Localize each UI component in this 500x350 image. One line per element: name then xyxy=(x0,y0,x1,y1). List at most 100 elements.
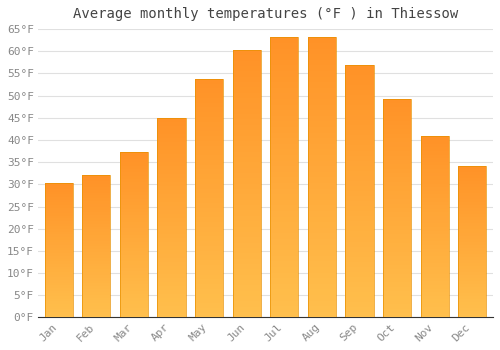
Bar xyxy=(270,278,298,284)
Bar xyxy=(458,302,486,305)
Bar xyxy=(420,151,449,155)
Bar xyxy=(383,160,412,164)
Bar xyxy=(420,220,449,223)
Bar xyxy=(346,146,374,150)
Bar xyxy=(458,193,486,196)
Bar xyxy=(308,110,336,116)
Bar xyxy=(420,180,449,183)
Bar xyxy=(82,224,110,226)
Bar xyxy=(44,234,73,237)
Bar xyxy=(346,161,374,166)
Bar xyxy=(232,61,261,66)
Bar xyxy=(195,241,224,246)
Bar xyxy=(308,183,336,189)
Bar xyxy=(420,281,449,285)
Bar xyxy=(383,199,412,204)
Bar xyxy=(383,116,412,121)
Bar xyxy=(270,127,298,133)
Bar xyxy=(383,234,412,239)
Bar xyxy=(195,284,224,289)
Bar xyxy=(383,300,412,304)
Bar xyxy=(44,269,73,272)
Bar xyxy=(82,281,110,284)
Bar xyxy=(120,205,148,209)
Bar xyxy=(346,267,374,272)
Bar xyxy=(420,260,449,263)
Bar xyxy=(158,309,186,314)
Bar xyxy=(120,238,148,242)
Bar xyxy=(44,224,73,226)
Bar xyxy=(458,241,486,245)
Bar xyxy=(420,158,449,162)
Bar xyxy=(120,169,148,172)
Bar xyxy=(158,118,186,317)
Bar xyxy=(458,211,486,214)
Bar xyxy=(120,271,148,275)
Bar xyxy=(232,152,261,157)
Bar xyxy=(195,112,224,117)
Bar xyxy=(308,189,336,194)
Bar xyxy=(308,71,336,77)
Bar xyxy=(82,210,110,212)
Bar xyxy=(346,216,374,222)
Bar xyxy=(458,308,486,312)
Bar xyxy=(420,162,449,166)
Bar xyxy=(346,125,374,130)
Bar xyxy=(270,284,298,289)
Bar xyxy=(232,296,261,301)
Bar xyxy=(195,169,224,174)
Bar xyxy=(82,215,110,218)
Bar xyxy=(232,237,261,243)
Bar xyxy=(120,275,148,278)
Bar xyxy=(308,138,336,144)
Bar xyxy=(308,312,336,317)
Bar xyxy=(120,162,148,166)
Bar xyxy=(270,183,298,189)
Bar xyxy=(82,204,110,207)
Bar xyxy=(195,232,224,236)
Bar xyxy=(458,230,486,232)
Bar xyxy=(232,178,261,184)
Bar xyxy=(158,162,186,166)
Bar xyxy=(44,186,73,189)
Bar xyxy=(270,144,298,149)
Bar xyxy=(420,169,449,173)
Bar xyxy=(120,285,148,288)
Bar xyxy=(195,256,224,260)
Bar xyxy=(383,151,412,156)
Bar xyxy=(346,120,374,125)
Bar xyxy=(82,221,110,224)
Bar xyxy=(158,170,186,174)
Bar xyxy=(383,252,412,256)
Bar xyxy=(270,233,298,239)
Bar xyxy=(420,166,449,169)
Bar xyxy=(346,272,374,277)
Bar xyxy=(232,210,261,216)
Bar xyxy=(458,181,486,184)
Bar xyxy=(44,296,73,299)
Bar xyxy=(383,217,412,221)
Bar xyxy=(232,157,261,162)
Bar xyxy=(232,66,261,71)
Bar xyxy=(346,231,374,237)
Bar xyxy=(383,291,412,296)
Bar xyxy=(308,144,336,149)
Bar xyxy=(270,149,298,155)
Bar xyxy=(44,288,73,291)
Bar xyxy=(458,239,486,241)
Bar xyxy=(420,144,449,147)
Bar xyxy=(158,270,186,274)
Bar xyxy=(120,182,148,186)
Bar xyxy=(195,251,224,256)
Bar xyxy=(308,217,336,222)
Bar xyxy=(195,84,224,88)
Bar xyxy=(458,178,486,181)
Bar xyxy=(232,216,261,221)
Bar xyxy=(458,223,486,226)
Bar xyxy=(308,127,336,133)
Bar xyxy=(120,241,148,245)
Bar xyxy=(308,306,336,312)
Bar xyxy=(308,239,336,245)
Bar xyxy=(44,197,73,199)
Bar xyxy=(158,241,186,246)
